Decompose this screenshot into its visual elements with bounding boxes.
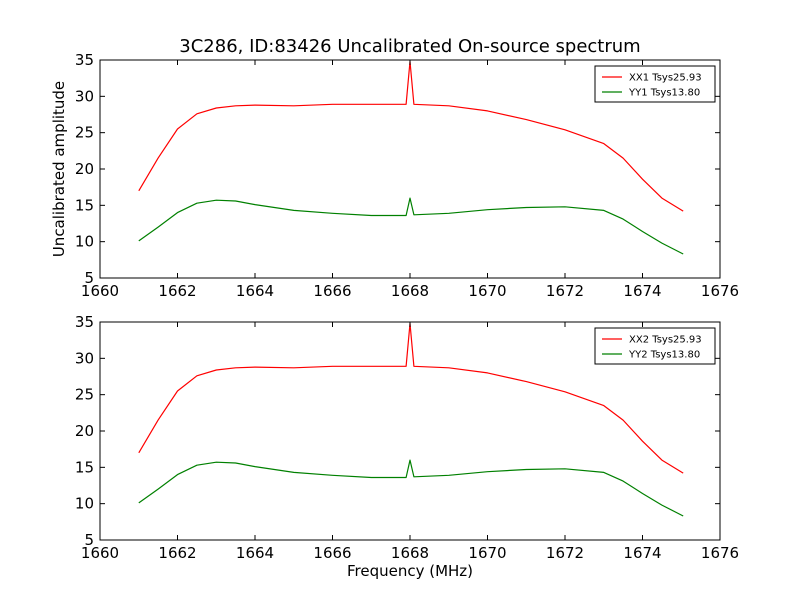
- top-x-tick-label: 1664: [236, 282, 274, 300]
- top-y-tick-label: 20: [75, 160, 94, 178]
- top-x-tick-label: 1660: [81, 282, 119, 300]
- bottom-y-tick-label: 10: [75, 495, 94, 513]
- bottom-x-tick-label: 1668: [391, 544, 429, 562]
- bottom-panel: 1660 1662 1664 1666 1668 1670 1672 1674 1676 5 10 1…: [75, 313, 739, 562]
- y-axis-label: Uncalibrated amplitude: [50, 81, 68, 257]
- bottom-series-line-yy: [138, 459, 684, 517]
- top-legend-box: [594, 65, 716, 103]
- top-y-tick-label: 5: [84, 269, 94, 287]
- bottom-series-line-xx: [138, 322, 684, 474]
- bottom-x-tick-label: 1670: [468, 544, 506, 562]
- bottom-series-group: [138, 322, 684, 517]
- bottom-y-tick-label: 25: [75, 386, 94, 404]
- top-y-tick-label: 25: [75, 124, 94, 142]
- bottom-x-tick-label: 1674: [623, 544, 661, 562]
- top-y-tick-label: 10: [75, 233, 94, 251]
- chart-title: 3C286, ID:83426 Uncalibrated On-source s…: [179, 36, 640, 57]
- bottom-y-tick-label: 5: [84, 531, 94, 549]
- top-y-tick-label: 30: [75, 87, 94, 105]
- bottom-x-tick-label: 1672: [546, 544, 584, 562]
- top-x-tick-label: 1668: [391, 282, 429, 300]
- bottom-axes-frame: [99, 321, 721, 541]
- bottom-y-tick-label: 15: [75, 458, 94, 476]
- top-legend-label-xx: XX1 Tsys25.93: [629, 73, 702, 84]
- bottom-y-tick-label: 35: [75, 313, 94, 331]
- bottom-x-tick-label: 1664: [236, 544, 274, 562]
- top-x-tick-label: 1670: [468, 282, 506, 300]
- top-panel: 1660 1662 1664 1666 1668 1670 1672 1674 1676 5 10 1…: [75, 51, 739, 300]
- top-x-tick-label: 1666: [313, 282, 351, 300]
- top-y-tick-label: 15: [75, 196, 94, 214]
- bottom-legend-label-xx: XX2 Tsys25.93: [629, 335, 702, 346]
- top-legend-label-yy: YY1 Tsys13.80: [628, 88, 700, 99]
- top-series-line-xx: [138, 60, 684, 212]
- top-x-tick-label: 1672: [546, 282, 584, 300]
- bottom-x-tick-label: 1676: [701, 544, 739, 562]
- top-series-group: [138, 60, 684, 255]
- top-axes-frame: [99, 59, 721, 279]
- bottom-x-tick-label: 1666: [313, 544, 351, 562]
- top-y-tick-label: 35: [75, 51, 94, 69]
- x-axis-label: Frequency (MHz): [347, 562, 473, 580]
- bottom-y-tick-label: 20: [75, 422, 94, 440]
- top-x-tick-label: 1674: [623, 282, 661, 300]
- bottom-legend-label-yy: YY2 Tsys13.80: [628, 350, 700, 361]
- bottom-x-tick-label: 1662: [158, 544, 196, 562]
- top-series-line-yy: [138, 197, 684, 255]
- top-x-tick-label: 1662: [158, 282, 196, 300]
- bottom-legend-box: [594, 327, 716, 365]
- bottom-y-tick-label: 30: [75, 349, 94, 367]
- top-x-tick-label: 1676: [701, 282, 739, 300]
- bottom-x-tick-label: 1660: [81, 544, 119, 562]
